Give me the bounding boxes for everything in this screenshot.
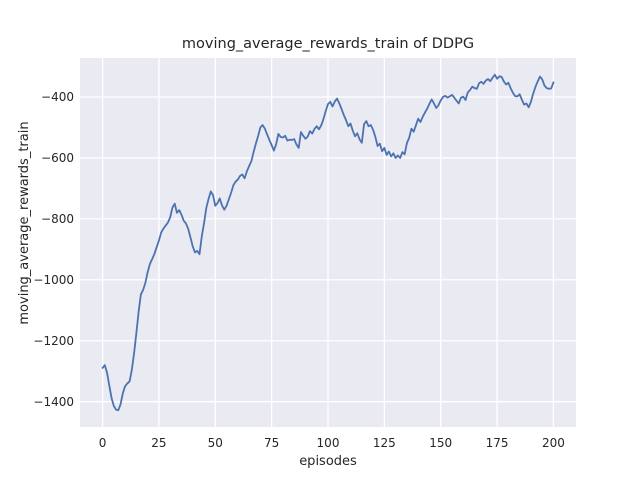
y-tick-label: −800 [41,211,74,226]
x-tick-label: 175 [485,436,509,450]
x-tick-label: 50 [207,436,223,450]
y-tick-label: −1400 [33,394,74,409]
y-tick-label: −400 [41,90,74,104]
x-tick-label: 200 [542,436,565,450]
x-axis-label: episodes [299,454,357,469]
x-tick-label: 150 [429,436,453,450]
chart-title: moving_average_rewards_train of DDPG [181,36,475,52]
y-tick-label: −600 [41,150,74,165]
x-tick-label: 100 [316,436,340,450]
y-tick-label: −1200 [33,333,74,348]
y-tick-label: −1000 [33,272,74,287]
x-tick-label: 125 [372,436,396,450]
data-line-moving-average-rewards [101,73,555,412]
x-tick-label: 0 [98,436,107,450]
x-tick-label: 25 [151,436,167,450]
x-tick-label: 75 [263,436,280,450]
